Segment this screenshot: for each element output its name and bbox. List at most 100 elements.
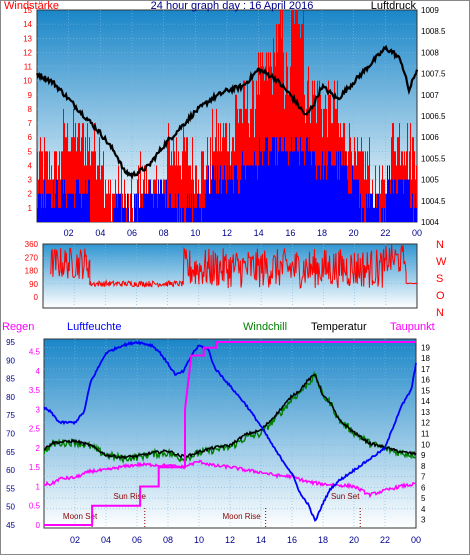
wind-speed-tick: 13 <box>23 34 32 43</box>
hour-tick: 12 <box>222 228 232 238</box>
astro-label: Moon Set <box>63 512 98 521</box>
temperature-tick: 13 <box>421 408 430 417</box>
hour-tick: 08 <box>159 228 169 238</box>
wind-speed-tick: 6 <box>28 133 33 142</box>
temperature-tick: 19 <box>421 343 430 352</box>
pressure-tick: 1006.5 <box>421 112 446 121</box>
wind-speed-tick: 4 <box>28 161 33 170</box>
hour-tick: 04 <box>101 535 111 545</box>
wind-speed-tick: 1 <box>28 204 33 213</box>
humidity-line <box>43 340 417 522</box>
temperature-tick: 5 <box>421 494 426 503</box>
chart-title: 24 hour graph day : 16 April 2016 <box>151 0 314 12</box>
pressure-tick: 1005 <box>421 176 439 185</box>
rain-tick: 3.5 <box>29 386 41 395</box>
windchill-line <box>43 370 417 465</box>
wind-speed-tick: 5 <box>28 147 33 156</box>
wind-speed-series <box>37 10 417 222</box>
wind-direction-series <box>50 244 417 289</box>
humidity-tick: 50 <box>6 503 15 512</box>
hour-tick: 04 <box>95 228 105 238</box>
hour-tick: 14 <box>254 228 264 238</box>
humidity-label: Luftfeuchte <box>67 321 121 333</box>
humidity-tick: 75 <box>6 411 15 420</box>
temperature-tick: 14 <box>421 397 430 406</box>
temperature-tick: 4 <box>421 505 426 514</box>
pressure-series <box>35 44 419 181</box>
compass-label: N <box>436 239 444 251</box>
hour-tick: 16 <box>285 228 295 238</box>
compass-label: N <box>436 307 444 319</box>
hour-tick: 22 <box>380 228 390 238</box>
pressure-tick: 1007 <box>421 91 439 100</box>
dewpoint-label: Taupunkt <box>390 321 435 333</box>
hour-axis-ticks-bottom: 02 04 06 08 10 12 14 16 18 20 22 00 <box>70 535 421 545</box>
pressure-line <box>35 44 419 181</box>
wind-speed-label: Windstärke <box>4 0 59 12</box>
temperature-tick: 8 <box>421 462 426 471</box>
wind-direction-tick: 360 <box>25 240 39 249</box>
windchill-label: Windchill <box>243 321 287 333</box>
humidity-tick: 60 <box>6 466 15 475</box>
wind-direction-tick: 0 <box>34 293 39 302</box>
humidity-tick: 90 <box>6 356 15 365</box>
hour-tick: 10 <box>194 535 204 545</box>
rain-tick: 0.5 <box>29 502 41 511</box>
rain-tick: 4 <box>36 367 41 376</box>
wind-speed-tick: 14 <box>23 20 32 29</box>
pressure-tick: 1008.5 <box>421 27 446 36</box>
humidity-axis-ticks: 45 50 55 60 65 70 75 80 85 90 95 <box>6 338 15 530</box>
hour-tick: 22 <box>380 535 390 545</box>
pressure-tick: 1009 <box>421 6 439 15</box>
astro-label: Sun Rise <box>114 492 147 501</box>
pressure-label: Luftdruck <box>371 0 417 12</box>
pressure-tick: 1004.5 <box>421 197 446 206</box>
compass-label: W <box>436 256 447 268</box>
pressure-tick: 1004 <box>421 218 439 227</box>
hour-tick: 10 <box>190 228 200 238</box>
wind-speed-tick: 7 <box>28 119 33 128</box>
humidity-tick: 85 <box>6 375 15 384</box>
temperature-tick: 10 <box>421 440 430 449</box>
wind-direction-tick: 180 <box>25 267 39 276</box>
wind-speed-tick: 15 <box>23 6 32 15</box>
wind-speed-tick: 11 <box>24 63 33 72</box>
wind-direction-line <box>50 244 417 289</box>
wind-speed-tick: 12 <box>23 48 32 57</box>
temperature-tick: 15 <box>421 386 430 395</box>
temperature-tick: 12 <box>421 419 430 428</box>
pressure-tick: 1005.5 <box>421 154 446 163</box>
wind-direction-axis-ticks: 0 90 180 270 360 <box>25 240 39 302</box>
humidity-tick: 95 <box>6 338 15 347</box>
hour-tick: 20 <box>349 228 359 238</box>
rain-line <box>44 341 416 526</box>
rain-tick: 1 <box>36 482 41 491</box>
wind-direction-tick: 90 <box>29 280 38 289</box>
hour-tick: 00 <box>411 535 421 545</box>
compass-label: S <box>436 273 443 285</box>
wind-speed-tick: 2 <box>28 190 33 199</box>
temperature-tick: 16 <box>421 376 430 385</box>
hour-tick: 06 <box>127 228 137 238</box>
hour-tick: 16 <box>287 535 297 545</box>
humidity-tick: 45 <box>6 521 15 530</box>
rain-axis-ticks: 0 0.5 1 1.5 2 2.5 3 3.5 4 4.5 <box>29 348 41 530</box>
rain-tick: 4.5 <box>29 348 41 357</box>
astro-label: Sun Set <box>331 492 360 501</box>
humidity-tick: 55 <box>6 484 15 493</box>
hour-tick: 06 <box>132 535 142 545</box>
hour-tick: 18 <box>317 228 327 238</box>
wind-direction-tick: 270 <box>25 253 39 262</box>
temperature-tick: 9 <box>421 451 426 460</box>
humidity-tick: 70 <box>6 430 15 439</box>
rain-tick: 2 <box>36 444 41 453</box>
temperature-line <box>43 373 417 460</box>
climate-series <box>43 340 417 526</box>
pressure-tick: 1007.5 <box>421 70 446 79</box>
